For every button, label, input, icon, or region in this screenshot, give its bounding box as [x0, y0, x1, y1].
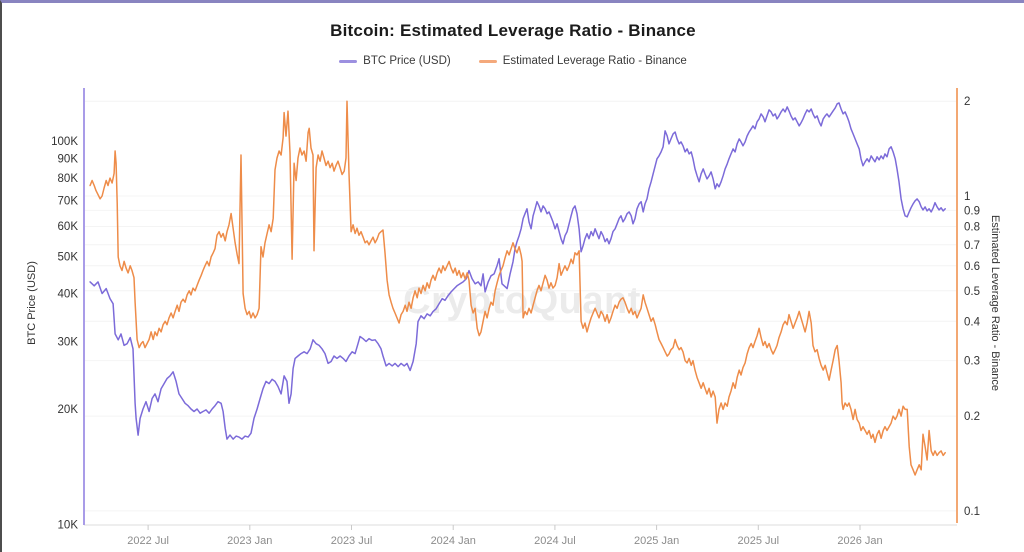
axis-tick-label: 100K [51, 136, 78, 148]
axis-tick-label: 2023 Jan [227, 535, 272, 547]
plot-area[interactable]: 2022 Jul 2023 Jan 2023 Jul 2024 Jan 2024 Jul… [2, 3, 1024, 552]
axis-tick-label: 90K [58, 153, 79, 165]
axis-tick-label: 30K [58, 336, 79, 348]
axis-tick-label: 2025 Jul [738, 535, 780, 547]
axis-tick-label: 0.3 [964, 356, 980, 368]
axis-tick-label: 0.2 [964, 411, 980, 423]
axis-tick-label: 40K [58, 289, 79, 301]
axis-tick-label: 50K [58, 251, 79, 263]
axis-tick-label: 60K [58, 221, 79, 233]
axis-tick-label: 2025 Jan [634, 535, 679, 547]
axis-tick-label: 0.4 [964, 316, 981, 328]
leverage-ratio-legend-swatch [478, 59, 497, 63]
axis-tick-label: 2024 Jul [534, 535, 576, 547]
legend-item-leverage-ratio[interactable]: Estimated Leverage Ratio - Binance [478, 55, 687, 67]
leverage-ratio-line [89, 100, 946, 476]
axis-tick-label: 2 [964, 96, 970, 108]
axis-tick-label: 0.6 [964, 261, 980, 273]
axis-tick-label: 80K [58, 173, 79, 185]
legend: BTC Price (USD) Estimated Leverage Ratio… [2, 55, 1024, 67]
axis-tick-label: 2026 Jan [837, 535, 882, 547]
axis-tick-label: 70K [58, 195, 79, 207]
axis-tick-label: 0.8 [964, 222, 980, 234]
axis-tick-label: 1 [964, 191, 970, 203]
axis-tick-label: 0.7 [964, 240, 980, 252]
btc-price-legend-label: BTC Price (USD) [363, 55, 451, 67]
btc-price-legend-swatch [339, 59, 358, 63]
axis-tick-label: 0.5 [964, 286, 980, 298]
btc-price-line [89, 102, 946, 440]
axis-tick-label: 0.1 [964, 506, 980, 518]
axis-tick-label: 2022 Jul [127, 535, 169, 547]
axis-tick-label: 2023 Jul [331, 535, 373, 547]
legend-item-btc-price[interactable]: BTC Price (USD) [339, 55, 451, 67]
axis-tick-label: 10K [58, 520, 79, 532]
axis-tick-label: 2024 Jan [431, 535, 476, 547]
leverage-ratio-legend-label: Estimated Leverage Ratio - Binance [502, 55, 687, 67]
axis-tick-label: 20K [58, 404, 79, 416]
page-title: Bitcoin: Estimated Leverage Ratio - Bina… [330, 21, 696, 40]
axis-tick-label: 0.9 [964, 205, 980, 217]
